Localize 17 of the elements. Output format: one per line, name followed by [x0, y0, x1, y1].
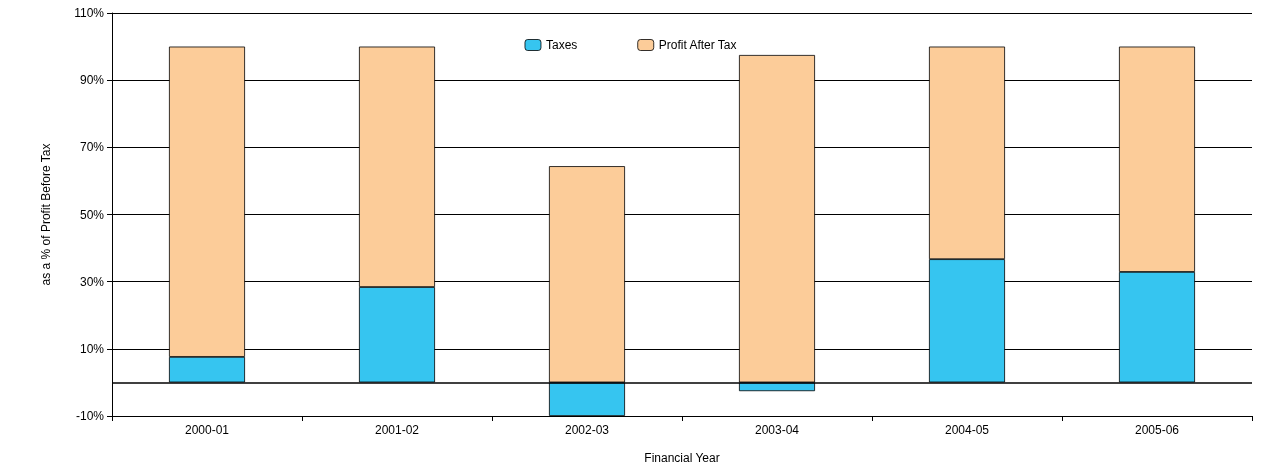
- y-tick-label: 90%: [79, 73, 105, 88]
- y-tick-label: 70%: [79, 140, 105, 155]
- x-tick-label: 2002-03: [564, 423, 610, 437]
- y-tick-label: 50%: [79, 207, 105, 222]
- legend-label: Taxes: [545, 38, 578, 52]
- y-tick-label: 30%: [79, 274, 105, 289]
- x-tick-label: 2003-04: [754, 423, 800, 437]
- x-tick-label: 2005-06: [1134, 423, 1180, 437]
- x-axis-title: Financial Year: [644, 451, 720, 465]
- x-tick-label: 2000-01: [184, 423, 230, 437]
- x-tick-label: 2004-05: [944, 423, 990, 437]
- y-tick-label: 10%: [79, 341, 105, 356]
- y-tick-label: -10%: [75, 409, 105, 423]
- y-axis-title: as a % of Profit Before Tax: [39, 143, 53, 286]
- x-tick-label: 2001-02: [374, 423, 420, 437]
- y-tick-label: 110%: [74, 6, 105, 20]
- legend-label: Profit After Tax: [658, 38, 737, 52]
